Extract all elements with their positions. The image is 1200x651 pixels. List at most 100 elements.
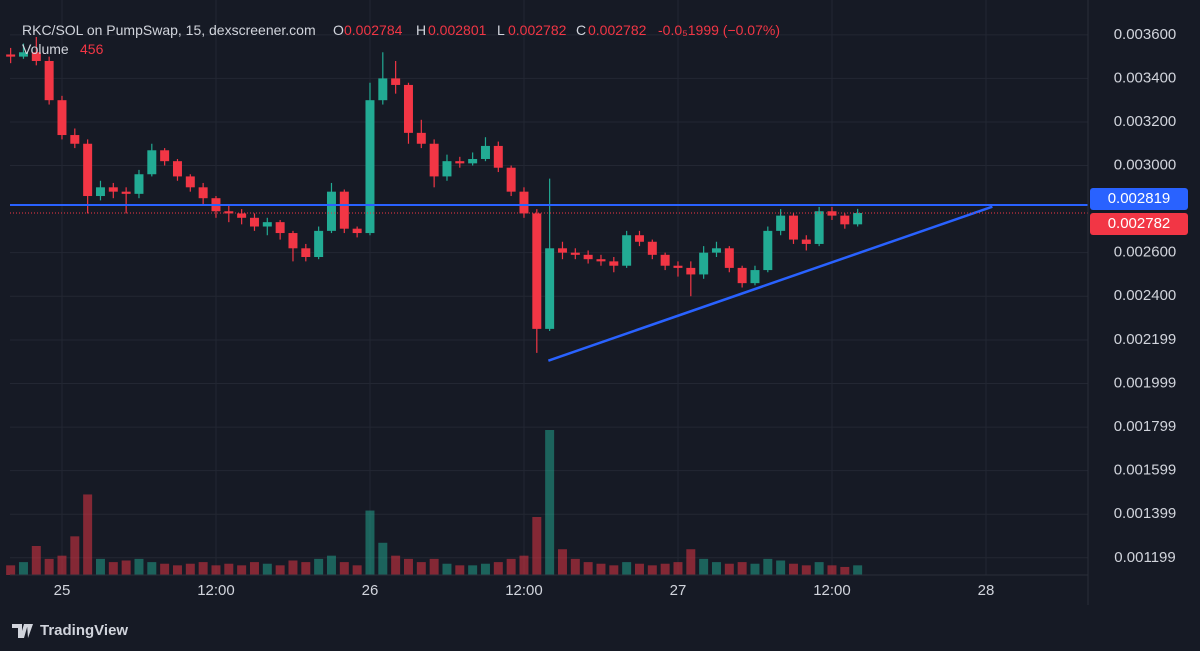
candle-body: [301, 248, 311, 258]
candle-body: [352, 228, 362, 234]
volume-bar: [57, 555, 67, 575]
candle-body: [249, 217, 259, 227]
candle-body: [634, 235, 644, 242]
volume-bar: [134, 558, 144, 575]
candle-body: [827, 211, 837, 216]
volume-bar: [699, 558, 709, 575]
overlay: [10, 203, 1088, 362]
candle-body: [622, 235, 632, 266]
volume-bar: [840, 566, 850, 575]
y-tick-label: 0.001199: [1114, 549, 1175, 566]
volume-bar: [301, 562, 311, 575]
volume-bar: [711, 562, 721, 575]
volume-bar: [853, 565, 863, 575]
trendline: [547, 205, 993, 362]
volume-bar: [660, 563, 670, 575]
candle-body: [326, 191, 336, 231]
candle-body: [172, 161, 182, 177]
candle-body: [70, 135, 80, 144]
volume-bar: [121, 560, 131, 575]
x-tick-label: 28: [978, 582, 995, 599]
y-tick-label: 0.001599: [1114, 462, 1177, 479]
candle-body: [403, 84, 413, 133]
candle-body: [750, 270, 760, 284]
volume-legend: Volume 456: [22, 41, 104, 57]
volume-bar: [557, 549, 567, 575]
candle-body: [711, 248, 721, 253]
y-tick-label: 0.002199: [1114, 331, 1177, 348]
volume-bar: [532, 517, 542, 575]
candle-body: [699, 252, 709, 275]
candle-body: [314, 230, 324, 258]
candle-body: [429, 143, 439, 177]
y-tick-label: 0.001999: [1114, 375, 1177, 392]
volume-bar: [737, 562, 747, 575]
x-tick-label: 12:00: [197, 582, 235, 599]
volume-bar: [416, 562, 426, 575]
candle-body: [31, 52, 41, 61]
volume-bar: [185, 563, 195, 575]
volume-bar: [519, 555, 529, 575]
candle-body: [724, 248, 734, 268]
volume-bar: [95, 558, 105, 575]
candle-body: [788, 215, 798, 240]
candle-body: [686, 267, 696, 275]
candle-body: [801, 239, 811, 244]
volume-bar: [647, 565, 657, 575]
volume-bar: [31, 546, 41, 575]
volume-bar: [814, 562, 824, 575]
y-tick-label: 0.002400: [1114, 287, 1177, 304]
candle-body: [262, 222, 272, 227]
price-label: 0.002819: [1108, 190, 1171, 207]
y-tick-label: 0.003200: [1114, 113, 1177, 130]
volume-bar: [249, 562, 259, 575]
volume-bar: [365, 510, 375, 575]
volume-bar: [198, 562, 208, 575]
volume-bar: [237, 565, 247, 575]
volume-bar: [339, 562, 349, 575]
y-tick-label: 0.003600: [1114, 26, 1177, 43]
candle-body: [121, 191, 131, 194]
candle-body: [275, 222, 285, 234]
candle-body: [416, 132, 426, 144]
volume-bar: [262, 563, 272, 575]
candle-body: [134, 174, 144, 194]
volume-bar: [352, 565, 362, 575]
ohlc-value: 0.002782: [508, 22, 567, 38]
y-tick-label: 0.001799: [1114, 418, 1177, 435]
candle-body: [557, 248, 567, 253]
candle-body: [108, 187, 118, 192]
volume-bar: [326, 555, 336, 575]
candle-body: [6, 54, 16, 57]
volume-bar: [609, 565, 619, 575]
volume-pane: [6, 430, 863, 575]
volume-bar: [378, 542, 388, 575]
candle-body: [647, 241, 657, 255]
volume-bar: [108, 562, 118, 575]
volume-bar: [147, 562, 157, 575]
volume-bar: [83, 494, 93, 575]
volume-bar: [18, 562, 28, 575]
volume-bar: [750, 563, 760, 575]
volume-bar: [160, 563, 170, 575]
candle-body: [776, 215, 786, 231]
candle-body: [224, 211, 234, 214]
y-tick-label: 0.003000: [1114, 156, 1177, 173]
volume-bar: [44, 558, 54, 575]
candle-body: [83, 143, 93, 197]
candle-body: [237, 213, 247, 218]
ohlc-value: 0.002801: [428, 22, 487, 38]
ohlc-value: 0.002782: [588, 22, 647, 38]
candle-body: [853, 213, 863, 225]
candle-body: [814, 211, 824, 244]
candle-body: [44, 60, 54, 101]
candle-body: [673, 265, 683, 268]
volume-bar: [224, 563, 234, 575]
volume-bar: [442, 563, 452, 575]
volume-bar: [724, 563, 734, 575]
volume-bar: [429, 558, 439, 575]
x-tick-label: 26: [362, 582, 379, 599]
candle-body: [18, 52, 28, 57]
candle-body: [185, 176, 195, 188]
